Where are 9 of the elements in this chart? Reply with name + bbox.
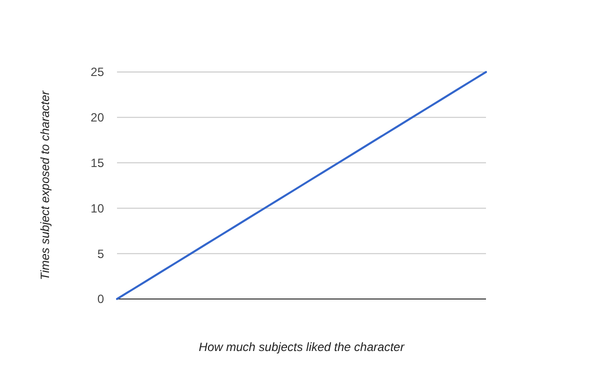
y-tick-label: 25 (90, 65, 104, 80)
y-tick-label: 15 (90, 156, 104, 170)
y-tick-label: 10 (90, 201, 104, 216)
y-tick-label: 20 (90, 110, 104, 125)
y-tick-label: 0 (97, 292, 104, 306)
x-axis-title: How much subjects liked the character (198, 340, 406, 354)
line-series (116, 71, 487, 300)
y-tick-label: 5 (97, 246, 104, 261)
y-axis-title: Times subject exposed to character (38, 90, 52, 280)
